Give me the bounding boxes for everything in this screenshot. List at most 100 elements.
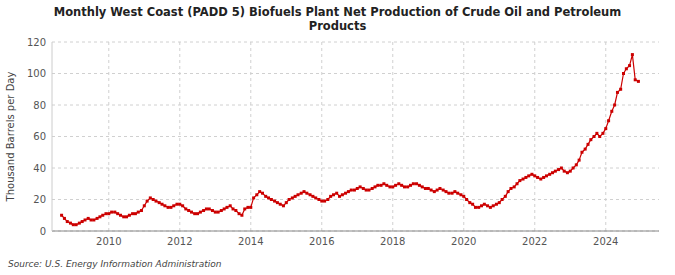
marker [169, 206, 172, 209]
marker [305, 192, 308, 195]
marker [554, 170, 557, 173]
marker [486, 204, 489, 207]
marker [601, 132, 604, 135]
marker [533, 174, 536, 177]
marker [323, 200, 326, 203]
marker [255, 193, 258, 196]
marker [311, 195, 314, 198]
marker [264, 195, 267, 198]
marker [110, 211, 113, 214]
marker [238, 212, 241, 215]
marker [291, 196, 294, 199]
marker [335, 192, 338, 195]
marker [380, 184, 383, 187]
marker [453, 190, 456, 193]
marker [518, 179, 521, 182]
marker [584, 148, 587, 151]
marker [294, 195, 297, 198]
marker [122, 215, 125, 218]
marker [78, 222, 81, 225]
marker [465, 198, 468, 201]
y-tick-label: 60 [33, 131, 46, 142]
marker [530, 173, 533, 176]
marker [569, 170, 572, 173]
marker [604, 127, 607, 130]
marker [344, 192, 347, 195]
marker [403, 185, 406, 188]
marker [412, 182, 415, 185]
marker [445, 190, 448, 193]
grid-line-y [52, 105, 659, 106]
marker [388, 185, 391, 188]
marker [575, 163, 578, 166]
title: Monthly West Coast (PADD 5) Biofuels Pla… [54, 5, 622, 33]
grid-line-x [534, 42, 535, 231]
marker [451, 192, 454, 195]
marker [178, 203, 181, 206]
marker [634, 78, 637, 81]
marker [113, 211, 116, 214]
marker [125, 215, 128, 218]
page: {"chart_data": { "type": "line", "title"… [0, 0, 675, 275]
x-axis-line [52, 231, 659, 232]
marker [438, 187, 441, 190]
grid-line-y [52, 199, 659, 200]
marker [409, 184, 412, 187]
data [60, 53, 640, 226]
marker [258, 190, 261, 193]
marker [303, 190, 306, 193]
marker [226, 206, 229, 209]
marker [217, 211, 220, 214]
marker [391, 185, 394, 188]
marker [359, 185, 362, 188]
marker [288, 198, 291, 201]
marker [374, 185, 377, 188]
x-tick-label: 2016 [309, 236, 334, 247]
x-tick-label: 2014 [238, 236, 263, 247]
x-tick-label: 2024 [593, 236, 618, 247]
marker [282, 204, 285, 207]
marker [98, 215, 101, 218]
marker [309, 193, 312, 196]
marker [69, 222, 72, 225]
marker [128, 214, 131, 217]
marker [613, 104, 616, 107]
marker [462, 195, 465, 198]
marker [347, 190, 350, 193]
y-tick-label: 100 [27, 68, 46, 79]
marker [522, 178, 525, 181]
marker [353, 189, 356, 192]
marker [631, 53, 634, 56]
marker [459, 193, 462, 196]
marker [563, 170, 566, 173]
marker [149, 196, 152, 199]
marker [371, 187, 374, 190]
marker [161, 203, 164, 206]
marker [101, 214, 104, 217]
marker [367, 189, 370, 192]
marker [397, 182, 400, 185]
marker [542, 176, 545, 179]
marker [273, 200, 276, 203]
marker [356, 187, 359, 190]
marker [232, 207, 235, 210]
marker [616, 91, 619, 94]
marker [507, 190, 510, 193]
marker [637, 80, 640, 83]
marker [134, 212, 137, 215]
marker [96, 217, 99, 220]
marker [229, 204, 232, 207]
line [62, 55, 639, 225]
marker [338, 195, 341, 198]
marker [436, 189, 439, 192]
marker [167, 206, 170, 209]
marker [300, 192, 303, 195]
marker [350, 189, 353, 192]
marker [447, 192, 450, 195]
marker [267, 196, 270, 199]
marker [433, 190, 436, 193]
marker [566, 171, 569, 174]
grid-line-y [52, 231, 659, 232]
marker [143, 204, 146, 207]
marker [146, 200, 149, 203]
